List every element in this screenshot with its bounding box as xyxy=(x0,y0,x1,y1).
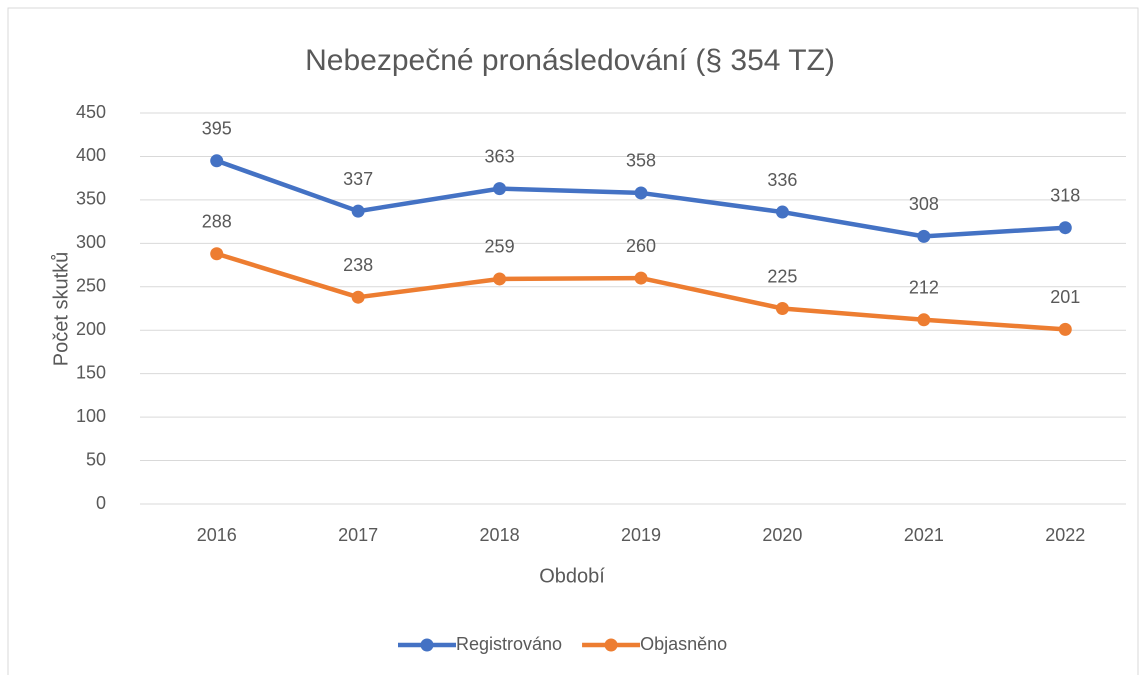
y-axis-title: Počet skutků xyxy=(50,252,72,367)
data-point xyxy=(917,313,931,327)
x-tick-label: 2020 xyxy=(762,525,802,545)
x-tick-label: 2016 xyxy=(197,525,237,545)
data-label: 363 xyxy=(485,146,515,166)
y-tick-label: 450 xyxy=(76,102,106,122)
data-point xyxy=(917,229,931,243)
y-tick-label: 150 xyxy=(76,362,106,382)
y-tick-label: 350 xyxy=(76,189,106,209)
data-label: 395 xyxy=(202,119,232,139)
data-point xyxy=(775,205,789,219)
data-label: 212 xyxy=(909,278,939,298)
legend-marker xyxy=(420,638,434,652)
y-tick-label: 100 xyxy=(76,406,106,426)
data-label: 225 xyxy=(767,266,797,286)
chart-title: Nebezpečné pronásledování (§ 354 TZ) xyxy=(305,44,835,77)
data-point xyxy=(1058,322,1072,336)
data-label: 288 xyxy=(202,212,232,232)
y-tick-label: 50 xyxy=(86,449,106,469)
y-tick-label: 250 xyxy=(76,276,106,296)
data-point xyxy=(351,204,365,218)
y-tick-label: 0 xyxy=(96,493,106,513)
x-axis-title: Období xyxy=(539,565,605,587)
data-point xyxy=(1058,221,1072,235)
x-tick-label: 2022 xyxy=(1045,525,1085,545)
data-label: 201 xyxy=(1050,287,1080,307)
data-label: 260 xyxy=(626,236,656,256)
data-label: 318 xyxy=(1050,185,1080,205)
data-point xyxy=(775,302,789,315)
legend-label: Objasněno xyxy=(640,634,727,654)
data-point xyxy=(210,154,224,168)
data-label: 308 xyxy=(909,194,939,214)
data-point xyxy=(351,290,365,304)
legend-marker xyxy=(604,638,618,652)
data-label: 238 xyxy=(343,255,373,275)
data-point xyxy=(493,272,507,286)
x-tick-label: 2018 xyxy=(480,525,520,545)
data-label: 336 xyxy=(767,170,797,190)
x-tick-label: 2019 xyxy=(621,525,661,545)
data-label: 337 xyxy=(343,169,373,189)
y-tick-label: 400 xyxy=(76,145,106,165)
data-point xyxy=(210,247,224,261)
x-tick-label: 2017 xyxy=(338,525,378,545)
data-point xyxy=(634,271,648,285)
y-tick-label: 300 xyxy=(76,232,106,252)
data-point xyxy=(493,182,507,196)
y-tick-label: 200 xyxy=(76,319,106,339)
data-label: 358 xyxy=(626,151,656,171)
x-tick-label: 2021 xyxy=(904,525,944,545)
legend-label: Registrováno xyxy=(456,634,562,654)
chart-border xyxy=(7,7,1139,675)
data-point xyxy=(634,186,648,200)
data-label: 259 xyxy=(485,237,515,257)
